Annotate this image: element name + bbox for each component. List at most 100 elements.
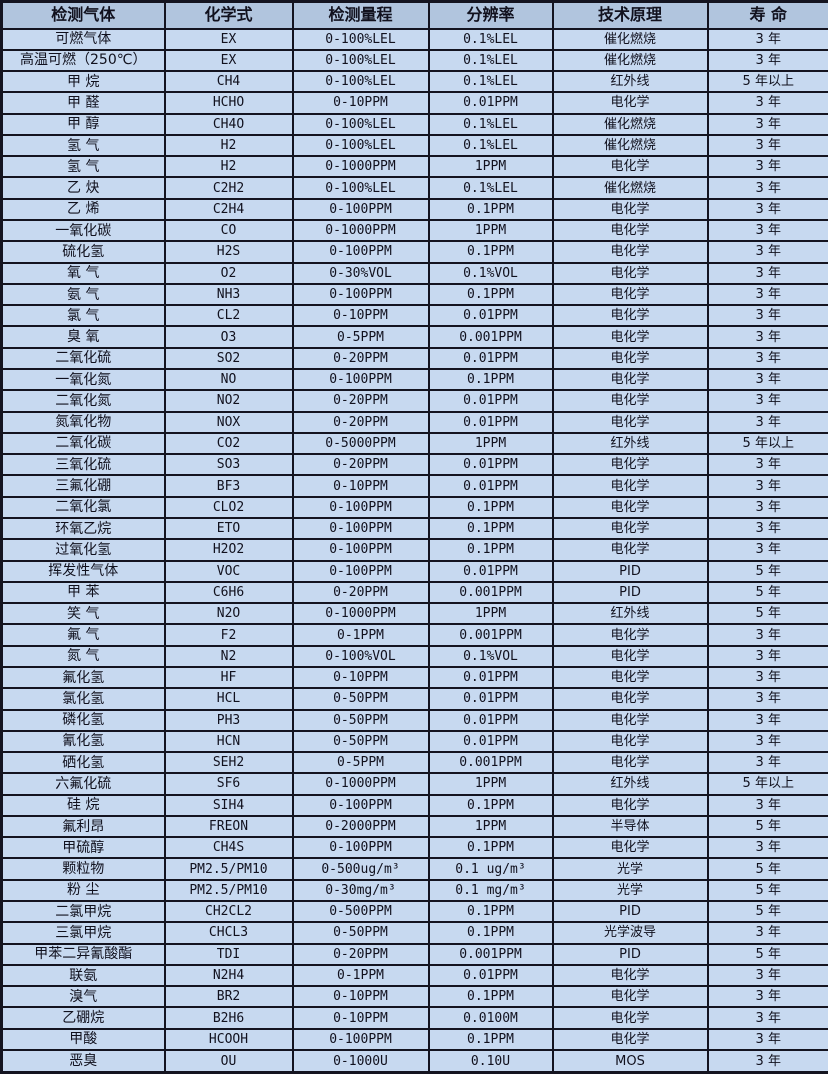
table-cell: 联氨 [0, 963, 166, 988]
table-cell: 0-100%LEL [291, 176, 430, 200]
table-row: 氟利昂 FREON 0-2000PPM 1PPM 半导体 5 年 [0, 814, 828, 839]
table-cell: 电化学 [551, 985, 709, 1009]
table-cell: 催化燃烧 [551, 112, 709, 136]
table-cell: 3 年 [706, 304, 828, 328]
table-row: 甲 苯 C6H6 0-20PPM 0.001PPM PID 5 年 [0, 580, 828, 605]
table-cell: 0-100PPM [291, 836, 430, 860]
table-cell: NO2 [163, 389, 294, 413]
table-cell: 催化燃烧 [551, 27, 709, 51]
table-cell: 3 年 [706, 644, 828, 668]
table-cell: SEH2 [163, 751, 294, 775]
table-cell: NO [163, 367, 294, 392]
table-cell: 三氧化硫 [0, 453, 166, 477]
table-cell: 0.01PPM [427, 304, 554, 328]
table-cell: 0-100PPM [291, 1027, 430, 1052]
table-cell: 电化学 [551, 729, 709, 754]
table-cell: 笑 气 [0, 602, 166, 626]
table-cell: 0.01PPM [427, 687, 554, 711]
table-row: 三氧化硫 SO3 0-20PPM 0.01PPM 电化学 3 年 [0, 453, 828, 477]
table-row: 氮氧化物 NOX 0-20PPM 0.01PPM 电化学 3 年 [0, 410, 828, 434]
table-row: 氰化氢 HCN 0-50PPM 0.01PPM 电化学 3 年 [0, 729, 828, 754]
table-row: 挥发性气体 VOC 0-100PPM 0.01PPM PID 5 年 [0, 559, 828, 583]
table-cell: 0.1PPM [427, 921, 554, 945]
table-cell: 挥发性气体 [0, 559, 166, 583]
table-cell: 氢 气 [0, 133, 166, 158]
table-cell: 0-10PPM [291, 985, 430, 1009]
table-cell: 0-10PPM [291, 665, 430, 690]
table-cell: 0.1%LEL [427, 48, 554, 73]
table-cell: CH4 [163, 70, 294, 94]
table-cell: 氰化氢 [0, 729, 166, 754]
table-cell: 0.1PPM [427, 900, 554, 924]
table-cell: 3 年 [706, 133, 828, 158]
table-cell: 3 年 [706, 219, 828, 243]
table-cell: CH4S [163, 836, 294, 860]
table-cell: 1PPM [427, 219, 554, 243]
table-cell: 3 年 [706, 623, 828, 647]
table-cell: CL2 [163, 304, 294, 328]
table-cell: 光学波导 [551, 921, 709, 945]
table-cell: PM2.5/PM10 [163, 878, 294, 903]
table-cell: 0.001PPM [427, 751, 554, 775]
table-cell: 电化学 [551, 197, 709, 222]
table-cell: 0-100%VOL [291, 644, 430, 668]
table-cell: 0.0100M [427, 1006, 554, 1030]
table-cell: 半导体 [551, 814, 709, 839]
table-cell: 0-1PPM [291, 963, 430, 988]
table-cell: 1PPM [427, 772, 554, 796]
table-cell: 0.1PPM [427, 1027, 554, 1052]
table-cell: 甲硫醇 [0, 836, 166, 860]
table-row: 氟 气 F2 0-1PPM 0.001PPM 电化学 3 年 [0, 623, 828, 647]
table-cell: 硒化氢 [0, 751, 166, 775]
table-cell: 催化燃烧 [551, 133, 709, 158]
table-row: 乙 烯 C2H4 0-100PPM 0.1PPM 电化学 3 年 [0, 197, 828, 222]
table-cell: 电化学 [551, 836, 709, 860]
table-cell: 红外线 [551, 602, 709, 626]
table-cell: 5 年 [706, 814, 828, 839]
table-cell: 二氧化碳 [0, 431, 166, 456]
table-row: 氯 气 CL2 0-10PPM 0.01PPM 电化学 3 年 [0, 304, 828, 328]
table-cell: 光学 [551, 878, 709, 903]
table-cell: 0-5000PPM [291, 431, 430, 456]
table-row: 溴气 BR2 0-10PPM 0.1PPM 电化学 3 年 [0, 985, 828, 1009]
table-row: 二氧化碳 CO2 0-5000PPM 1PPM 红外线 5 年以上 [0, 431, 828, 456]
table-cell: 0-10PPM [291, 304, 430, 328]
table-cell: 3 年 [706, 48, 828, 73]
table-cell: 溴气 [0, 985, 166, 1009]
table-cell: 1PPM [427, 602, 554, 626]
table-cell: 过氧化氢 [0, 538, 166, 562]
table-cell: 3 年 [706, 282, 828, 307]
table-cell: SF6 [163, 772, 294, 796]
table-cell: 甲 醇 [0, 112, 166, 136]
table-cell: 电化学 [551, 1027, 709, 1052]
table-cell: 甲 醛 [0, 91, 166, 115]
table-row: 三氟化硼 BF3 0-10PPM 0.01PPM 电化学 3 年 [0, 474, 828, 498]
table-cell: 0.01PPM [427, 708, 554, 732]
table-cell: 0.01PPM [427, 91, 554, 115]
table-cell: 3 年 [706, 176, 828, 200]
table-cell: SIH4 [163, 793, 294, 817]
table-cell: VOC [163, 559, 294, 583]
table-row: 六氟化硫 SF6 0-1000PPM 1PPM 红外线 5 年以上 [0, 772, 828, 796]
table-cell: 0-1000PPM [291, 219, 430, 243]
table-cell: 氯化氢 [0, 687, 166, 711]
table-cell: 电化学 [551, 219, 709, 243]
table-cell: 0-100%LEL [291, 27, 430, 51]
table-cell: 0.1%LEL [427, 70, 554, 94]
table-cell: C2H4 [163, 197, 294, 222]
table-cell: 硫化氢 [0, 240, 166, 264]
table-cell: 0.1%LEL [427, 112, 554, 136]
table-row: 乙 炔 C2H2 0-100%LEL 0.1%LEL 催化燃烧 3 年 [0, 176, 828, 200]
table-cell: 0.01PPM [427, 389, 554, 413]
table-cell: SO3 [163, 453, 294, 477]
table-cell: 氯 气 [0, 304, 166, 328]
table-cell: 红外线 [551, 772, 709, 796]
table-cell: 红外线 [551, 70, 709, 94]
table-cell: 电化学 [551, 538, 709, 562]
table-cell: BR2 [163, 985, 294, 1009]
table-cell: 0.01PPM [427, 665, 554, 690]
table-row: 硒化氢 SEH2 0-5PPM 0.001PPM 电化学 3 年 [0, 751, 828, 775]
table-cell: 0.01PPM [427, 410, 554, 434]
table-cell: MOS [551, 1049, 709, 1074]
table-row: 粉 尘 PM2.5/PM10 0-30mg/m³ 0.1 mg/m³ 光学 5 年 [0, 878, 828, 903]
